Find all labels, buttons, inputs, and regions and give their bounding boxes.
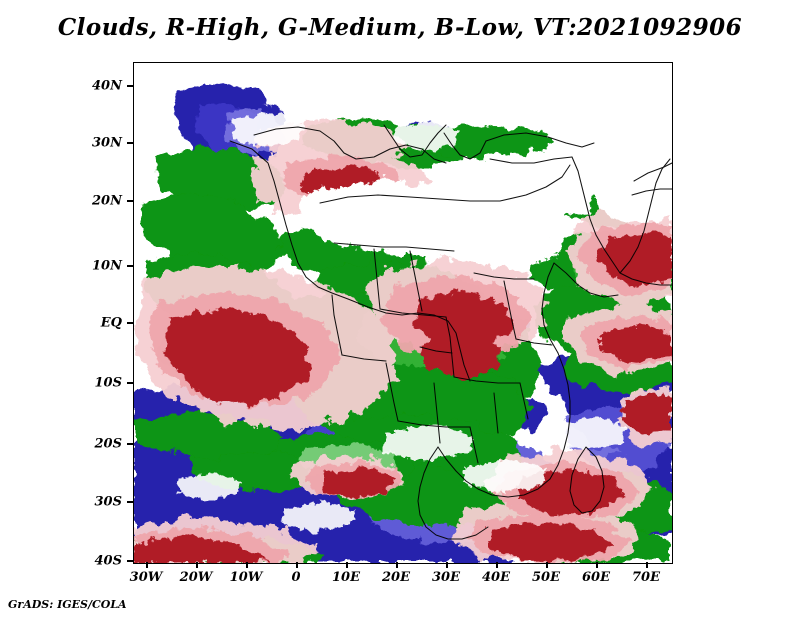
x-tick-10w [246,562,248,568]
page-title: Clouds, R-High, G-Medium, B-Low, VT:2021… [57,14,743,41]
y-tick-30n [127,142,133,144]
map-plot-area [133,62,673,564]
x-axis-label-20w: 20W [179,570,213,585]
y-axis-label-30s: 30S [94,494,122,510]
x-tick-60e [596,562,598,568]
y-axis-label-30n: 30N [92,135,122,151]
y-axis-label-eq: EQ [100,315,122,331]
x-tick-0 [296,562,298,568]
y-axis-label-40n: 40N [92,78,122,94]
y-tick-30s [127,501,133,503]
x-axis-label-20e: 20E [382,570,410,585]
footer-credit: GrADS: IGES/COLA [8,598,127,611]
x-axis-label-40e: 40E [482,570,510,585]
y-tick-10n [127,265,133,267]
x-axis-label-50e: 50E [532,570,560,585]
y-tick-10s [127,382,133,384]
x-tick-20w [196,562,198,568]
cloud-raster [134,63,672,563]
y-axis-label-10n: 10N [92,258,122,274]
y-tick-40n [127,85,133,87]
x-axis-label-30e: 30E [432,570,460,585]
x-tick-50e [546,562,548,568]
x-tick-20e [396,562,398,568]
x-axis-label-10e: 10E [332,570,360,585]
x-tick-10e [346,562,348,568]
y-axis-label-40s: 40S [94,553,122,569]
x-axis-label-30w: 30W [129,570,163,585]
x-axis-label-70e: 70E [632,570,660,585]
x-tick-70e [646,562,648,568]
y-tick-eq [127,322,133,324]
x-axis-label-10w: 10W [229,570,263,585]
y-axis-label-10s: 10S [94,375,122,391]
y-tick-20s [127,443,133,445]
x-tick-30e [446,562,448,568]
y-tick-20n [127,200,133,202]
x-tick-40e [496,562,498,568]
x-tick-30w [146,562,148,568]
x-axis-label-0: 0 [291,570,301,585]
y-axis-label-20s: 20S [94,436,122,452]
y-axis-label-20n: 20N [92,193,122,209]
x-axis-label-60e: 60E [582,570,610,585]
y-tick-40s [127,560,133,562]
